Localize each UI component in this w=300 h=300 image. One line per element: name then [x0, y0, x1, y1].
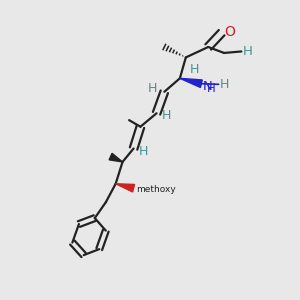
Text: H: H [207, 82, 216, 95]
Polygon shape [180, 78, 202, 88]
Text: O: O [224, 25, 235, 39]
Text: N: N [203, 80, 213, 93]
Polygon shape [116, 184, 134, 192]
Text: H: H [162, 109, 171, 122]
Text: H: H [220, 78, 229, 91]
Text: methoxy: methoxy [136, 185, 175, 194]
Text: H: H [148, 82, 157, 95]
Text: H: H [139, 145, 148, 158]
Text: H: H [189, 64, 199, 76]
Text: H: H [243, 45, 252, 58]
Polygon shape [109, 153, 122, 162]
